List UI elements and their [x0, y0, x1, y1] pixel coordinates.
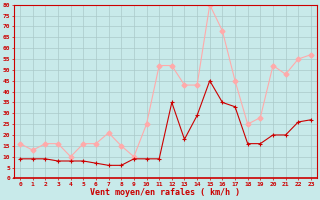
X-axis label: Vent moyen/en rafales ( km/h ): Vent moyen/en rafales ( km/h ) — [91, 188, 241, 197]
